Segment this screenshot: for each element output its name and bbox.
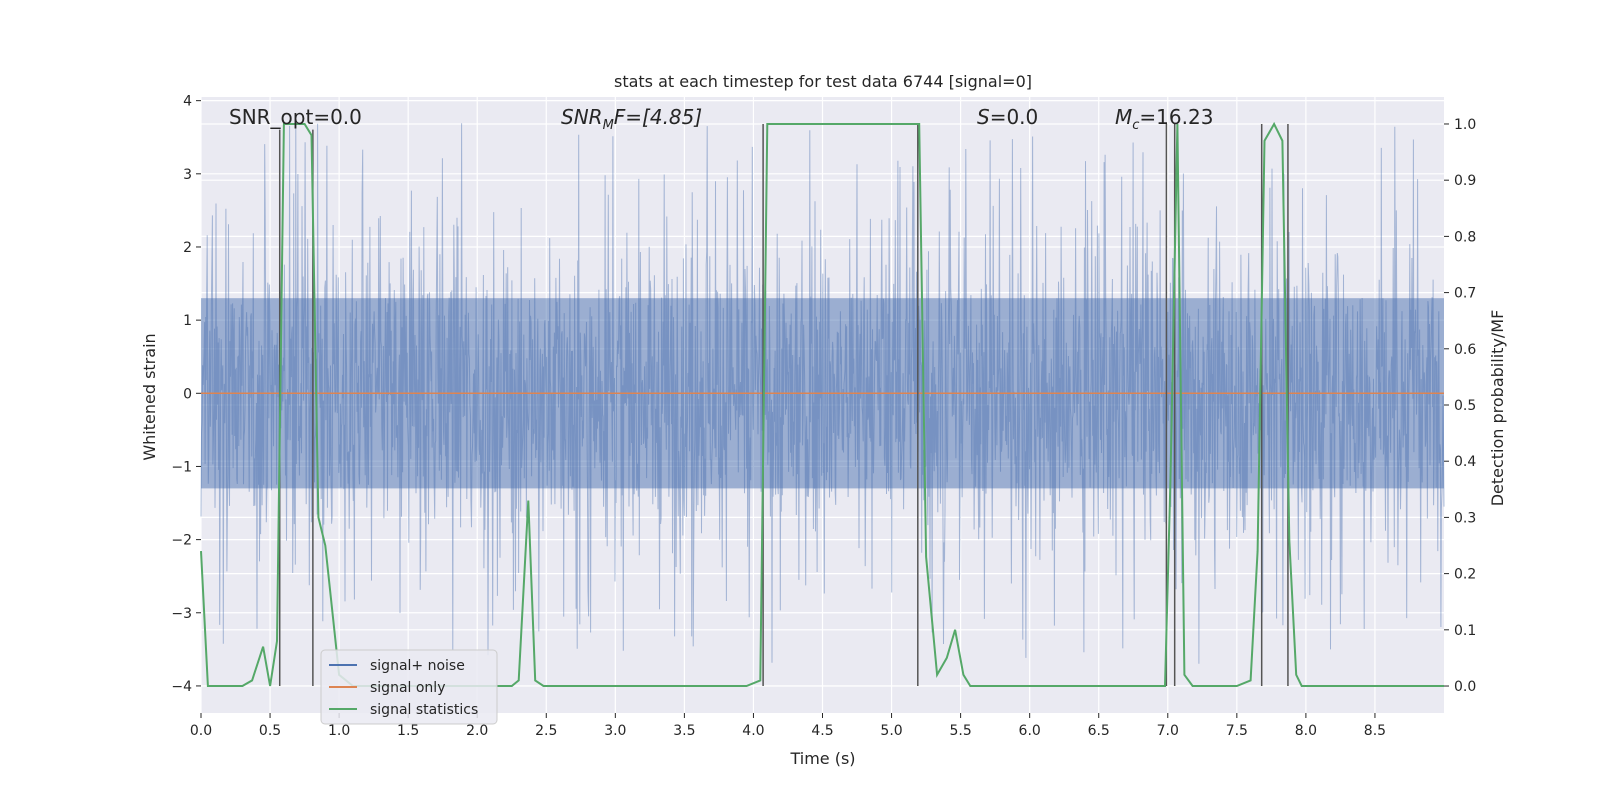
chart-title: stats at each timestep for test data 674…: [614, 72, 1032, 91]
y-tick-label: −4: [171, 679, 192, 695]
snr-mf-subscript: M: [603, 118, 614, 133]
x-tick-label: 2.0: [466, 723, 488, 739]
y-tick-label: 3: [183, 167, 192, 183]
y2-tick-label: 0.5: [1454, 398, 1476, 414]
y-tick-label: −2: [171, 533, 192, 549]
y2-axis-ticks: 1.0 0.9 0.8 0.7 0.6 0.5 0.4 0.3 0.2 0.1 0.0: [1444, 117, 1476, 695]
signal-statistics-line: [200, 121, 1444, 687]
noise-line: [200, 123, 1445, 664]
y2-tick-label: 0.9: [1454, 173, 1476, 189]
x-tick-label: 3.5: [673, 723, 695, 739]
s-annotation: S=0.0: [977, 105, 1038, 129]
x-tick-label: 5.5: [949, 723, 971, 739]
y2-tick-label: 0.4: [1454, 454, 1476, 470]
mc-subscript: c: [1132, 118, 1139, 133]
x-tick-label: 8.5: [1364, 723, 1386, 739]
y2-tick-label: 0.3: [1454, 510, 1476, 526]
legend-box: [320, 649, 498, 725]
snr-mf-symbol: SNR: [561, 105, 603, 129]
y2-tick-label: 0.0: [1454, 679, 1476, 695]
signal-statistics-series: [200, 121, 1444, 687]
x-tick-label: 8.0: [1295, 723, 1317, 739]
y2-tick-label: 0.1: [1454, 623, 1476, 639]
mc-symbol: M: [1115, 105, 1132, 129]
x-tick-label: 3.0: [604, 723, 626, 739]
y-tick-label: 1: [183, 313, 192, 329]
mc-annotation: Mc=16.23: [1115, 105, 1213, 133]
s-value: =0.0: [990, 105, 1039, 129]
y2-tick-label: 0.6: [1454, 342, 1476, 358]
x-tick-label: 2.5: [535, 723, 557, 739]
x-tick-label: 5.0: [880, 723, 902, 739]
legend-label-signal-only: signal only: [370, 680, 445, 696]
y-axis-label: Whitened strain: [140, 333, 159, 460]
snr-opt-annotation: SNR_opt=0.0: [229, 105, 362, 129]
y-tick-label: 2: [183, 240, 192, 256]
y2-tick-label: 0.8: [1454, 229, 1476, 245]
y-tick-label: −1: [171, 459, 192, 475]
x-axis-ticks: 0.0 0.5 1.0 1.5 2.0 2.5 3.0 3.5 4.0 4.5 5.0 5.5 6.0 6…: [190, 713, 1386, 739]
x-tick-label: 1.5: [397, 723, 419, 739]
x-tick-label: 1.0: [328, 723, 350, 739]
x-tick-label: 0.5: [259, 723, 281, 739]
y2-axis-label: Detection probability/MF: [1488, 310, 1507, 507]
x-tick-label: 6.5: [1088, 723, 1110, 739]
y-tick-label: −3: [171, 606, 192, 622]
snr-mf-value: F=[4.85]: [614, 105, 702, 129]
y2-tick-label: 0.2: [1454, 567, 1476, 583]
mc-value: =16.23: [1139, 105, 1213, 129]
x-tick-label: 0.0: [190, 723, 212, 739]
legend-label-signal-statistics: signal statistics: [370, 702, 478, 718]
x-tick-label: 4.5: [811, 723, 833, 739]
x-tick-label: 7.0: [1157, 723, 1179, 739]
x-tick-label: 6.0: [1019, 723, 1041, 739]
y-axis-ticks: 4 3 2 1 0 −1 −2 −3 −4: [171, 94, 201, 695]
y2-tick-label: 1.0: [1454, 117, 1476, 133]
y2-tick-label: 0.7: [1454, 286, 1476, 302]
x-tick-label: 4.0: [742, 723, 764, 739]
y-tick-label: 4: [183, 94, 192, 110]
s-symbol: S: [977, 105, 990, 129]
x-axis-label: Time (s): [789, 749, 855, 768]
legend: signal+ noise signal only signal statist…: [320, 649, 498, 725]
x-tick-label: 7.5: [1226, 723, 1248, 739]
snr-mf-annotation: SNRMF=[4.85]: [561, 105, 702, 133]
legend-label-signal-noise: signal+ noise: [370, 658, 465, 674]
y-tick-label: 0: [183, 386, 192, 402]
